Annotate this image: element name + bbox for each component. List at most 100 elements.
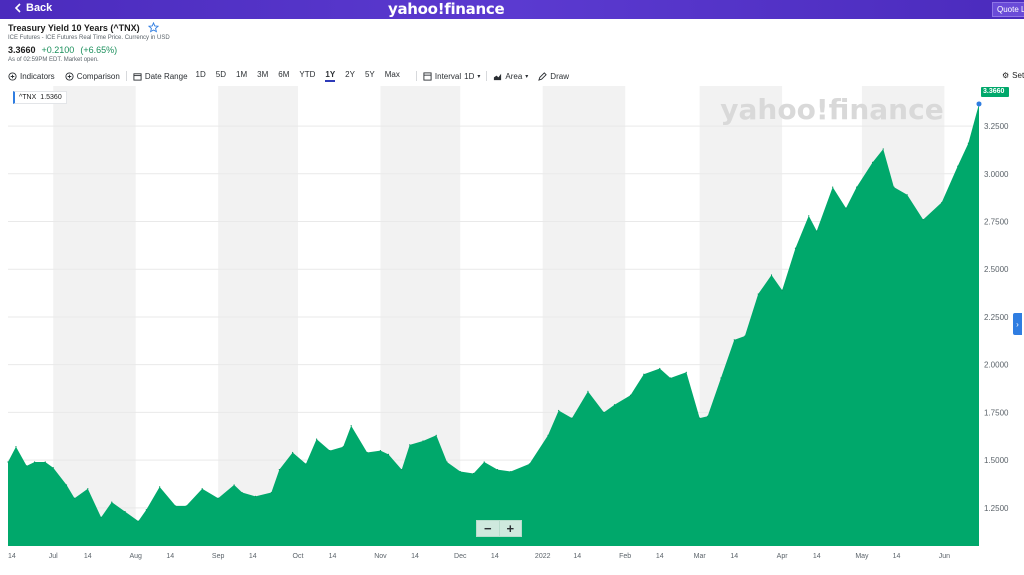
- interval-value: 1D: [464, 71, 475, 81]
- data-point: [34, 461, 36, 463]
- last-price-tag: 3.3660: [981, 87, 1009, 97]
- range-max-button[interactable]: Max: [384, 70, 400, 79]
- x-tick-label: May: [855, 553, 869, 560]
- range-2y-button[interactable]: 2Y: [345, 70, 355, 79]
- price-change-percent: (+6.65%): [80, 45, 118, 55]
- x-tick-label: Aug: [129, 553, 142, 560]
- data-point: [401, 469, 403, 471]
- data-point: [174, 505, 177, 507]
- data-point: [941, 201, 943, 204]
- interval-dropdown[interactable]: Interval 1D ▾: [423, 72, 480, 81]
- data-point: [145, 509, 147, 511]
- data-point: [270, 491, 272, 494]
- y-tick-label: 2.0000: [984, 361, 1009, 370]
- data-point: [111, 501, 113, 503]
- quote-header: Treasury Yield 10 Years (^TNX) ICE Futur…: [8, 22, 170, 63]
- current-price: 3.3660: [8, 45, 36, 55]
- data-point: [278, 469, 280, 471]
- watermark: yahoo!finance: [720, 93, 943, 126]
- x-tick-label: Dec: [454, 553, 467, 560]
- data-point: [44, 461, 46, 463]
- x-tick-label: Feb: [619, 553, 631, 560]
- indicators-button[interactable]: Indicators: [8, 72, 55, 81]
- range-ytd-button[interactable]: YTD: [299, 70, 316, 79]
- range-1y-button[interactable]: 1Y: [325, 70, 336, 82]
- range-1d-button[interactable]: 1D: [195, 70, 206, 79]
- data-point: [233, 484, 235, 486]
- data-point: [699, 417, 701, 419]
- data-point: [744, 335, 746, 337]
- divider: [486, 71, 488, 81]
- calendar-icon: [133, 72, 142, 81]
- data-point: [315, 438, 318, 440]
- yahoo-finance-logo[interactable]: yahoo!finance: [388, 0, 505, 18]
- chevron-down-icon: ▾: [525, 73, 529, 80]
- comparison-button[interactable]: Comparison: [65, 72, 120, 81]
- plus-circle-icon: [8, 71, 17, 81]
- data-point: [794, 247, 797, 249]
- x-tick-label: Apr: [777, 553, 789, 560]
- draw-button[interactable]: Draw: [538, 72, 569, 81]
- chevron-right-icon[interactable]: ›: [1013, 313, 1022, 335]
- range-5y-button[interactable]: 5Y: [364, 70, 375, 79]
- data-point: [329, 449, 331, 452]
- range-5d-button[interactable]: 5D: [215, 70, 226, 79]
- chevron-left-icon: [14, 3, 21, 13]
- y-tick-label: 1.5000: [984, 456, 1009, 465]
- month-band: [53, 86, 136, 546]
- data-point: [87, 488, 89, 490]
- star-icon[interactable]: [147, 22, 159, 33]
- zoom-in-button[interactable]: +: [498, 521, 522, 536]
- range-1m-button[interactable]: 1M: [236, 70, 248, 79]
- price-chart[interactable]: yahoo!finance 1.2500 1.5000 1.7500 2.0000 2.2…: [0, 86, 1024, 570]
- data-point: [571, 417, 573, 419]
- data-point: [52, 467, 54, 469]
- data-point: [124, 511, 126, 513]
- date-range-button[interactable]: Date Range: [133, 72, 188, 81]
- pencil-icon: [538, 71, 548, 81]
- data-point: [528, 463, 531, 465]
- data-point: [871, 161, 874, 163]
- x-tick-label: 14: [8, 553, 16, 560]
- range-6m-button[interactable]: 6M: [278, 70, 290, 79]
- last-point-marker: [976, 101, 982, 107]
- x-tick-label: 2022: [535, 553, 551, 560]
- data-point: [643, 373, 645, 375]
- range-3m-button[interactable]: 3M: [257, 70, 269, 79]
- draw-label: Draw: [550, 71, 569, 81]
- data-point: [185, 505, 187, 507]
- data-point: [292, 451, 294, 454]
- chart-type-dropdown[interactable]: Area ▾: [493, 72, 528, 81]
- data-point: [808, 215, 810, 217]
- data-point: [558, 409, 560, 412]
- data-point: [613, 404, 616, 406]
- legend-symbol: ^TNX: [19, 94, 37, 101]
- zoom-out-button[interactable]: −: [483, 521, 492, 536]
- data-point: [770, 274, 773, 276]
- settings-button[interactable]: ⚙ Settings: [1002, 71, 1024, 80]
- legend-tag: ^TNX 1.5360: [13, 91, 67, 104]
- y-tick-label: 3.2500: [984, 122, 1009, 131]
- area-chart-icon: [494, 73, 502, 80]
- x-tick-label: 14: [84, 553, 92, 560]
- chart-type-label: Area: [505, 71, 523, 81]
- data-point: [217, 497, 219, 499]
- x-tick-label: 14: [166, 553, 174, 560]
- data-point: [832, 186, 834, 188]
- quote-lookup-button[interactable]: Quote Lookup: [992, 2, 1024, 17]
- data-point: [350, 425, 352, 427]
- gear-icon: ⚙: [1002, 71, 1010, 80]
- quote-subtitle: ICE Futures - ICE Futures Real Time Pric…: [8, 35, 170, 41]
- data-point: [159, 486, 161, 488]
- back-button[interactable]: Back: [14, 2, 52, 14]
- interval-label: Interval: [434, 71, 462, 81]
- x-tick-label: Jul: [49, 553, 58, 560]
- indicators-label: Indicators: [20, 71, 55, 81]
- data-point: [342, 446, 344, 448]
- data-point: [720, 377, 722, 379]
- back-label: Back: [26, 2, 53, 14]
- data-point: [629, 394, 632, 396]
- x-tick-label: 14: [411, 553, 419, 560]
- x-tick-label: Jun: [939, 553, 950, 560]
- chart-svg[interactable]: yahoo!finance 1.2500 1.5000 1.7500 2.0000 2.2…: [0, 86, 1024, 570]
